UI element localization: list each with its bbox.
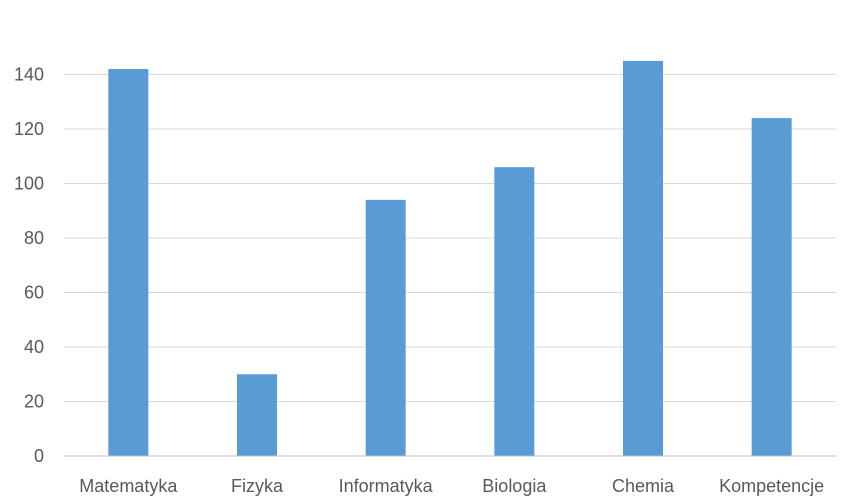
bar-informatyka bbox=[365, 199, 406, 456]
x-tick-label: Kompetencje bbox=[719, 476, 824, 496]
x-axis-tick-labels: Matematyka Fizyka Informatyka Biologia Chemi… bbox=[79, 476, 824, 496]
y-tick-label: 40 bbox=[24, 337, 44, 357]
bar-matematyka bbox=[108, 69, 149, 457]
y-tick-label: 140 bbox=[14, 65, 44, 85]
x-tick-label: Fizyka bbox=[231, 476, 284, 496]
bars bbox=[108, 60, 792, 457]
y-tick-label: 0 bbox=[34, 446, 44, 466]
y-tick-label: 80 bbox=[24, 228, 44, 248]
y-tick-label: 100 bbox=[14, 174, 44, 194]
x-tick-label: Biologia bbox=[482, 476, 547, 496]
y-tick-label: 60 bbox=[24, 283, 44, 303]
bar-chemia bbox=[623, 60, 663, 456]
y-tick-label: 20 bbox=[24, 392, 44, 412]
x-tick-label: Informatyka bbox=[339, 476, 434, 496]
y-axis-tick-labels: 0 20 40 60 80 100 120 140 bbox=[14, 65, 44, 467]
y-tick-label: 120 bbox=[14, 119, 44, 139]
bar-biologia bbox=[494, 167, 535, 456]
bar-kompetencje bbox=[751, 118, 792, 456]
x-tick-label: Chemia bbox=[612, 476, 675, 496]
gridlines bbox=[64, 74, 836, 402]
bar-fizyka bbox=[237, 374, 277, 456]
x-tick-label: Matematyka bbox=[79, 476, 178, 496]
